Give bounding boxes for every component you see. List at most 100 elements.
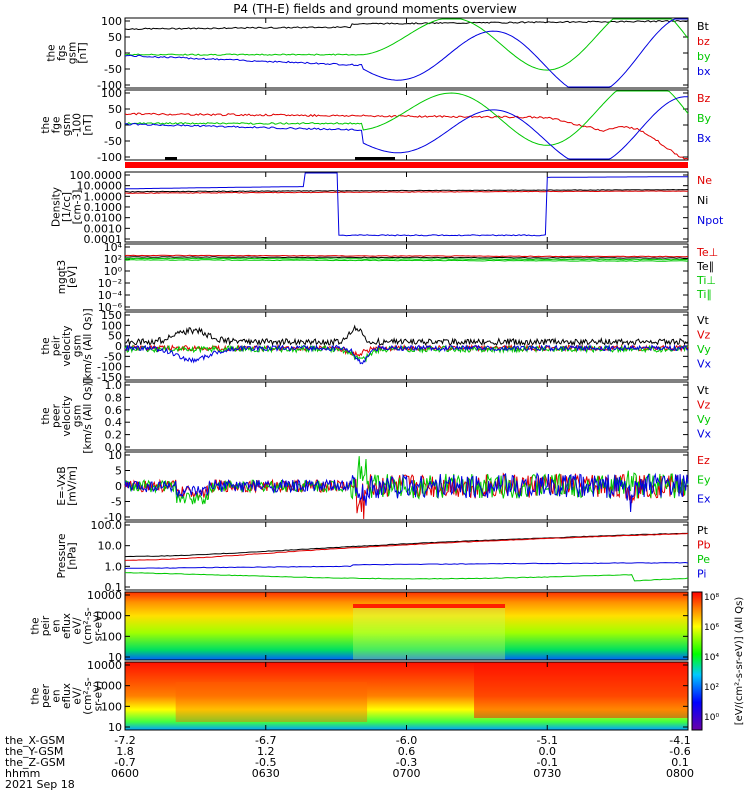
y-tick-label: 10 [108, 651, 122, 664]
spectrogram-region [175, 682, 368, 722]
spectrogram [125, 592, 688, 660]
footer-row-label: hhmm [5, 767, 41, 780]
y-tick-label: -50 [104, 350, 122, 363]
y-axis-label: en [51, 619, 63, 632]
y-tick-label: 100 [101, 87, 122, 100]
footer-value: 0600 [111, 767, 139, 780]
y-tick-label: 10⁻⁶ [98, 301, 123, 314]
y-tick-label: 10000 [87, 589, 122, 602]
legend-entry: By [697, 112, 712, 125]
y-tick-label: 10⁴ [104, 241, 123, 254]
y-axis-label: [mV/m] [66, 466, 78, 505]
footer-value: -0.1 [536, 756, 558, 769]
y-axis-label: the [40, 337, 52, 354]
series-pressure [124, 533, 689, 561]
y-axis-label: E=-VxB [56, 466, 68, 505]
footer-value: -0.5 [255, 756, 277, 769]
panel-frame [124, 521, 689, 591]
y-tick-label: 10000 [87, 659, 122, 672]
y-tick-label: 1000 [94, 680, 122, 693]
spectrogram-band [353, 604, 506, 608]
panel-frame [124, 243, 689, 311]
y-tick-label: 50 [108, 330, 122, 343]
y-tick-label: -50 [104, 63, 122, 76]
panel-frame [124, 381, 689, 451]
legend-entry: Npot [697, 214, 724, 227]
y-tick-label: 100 [101, 700, 122, 713]
series-temperature [124, 254, 689, 258]
series-Vt [124, 324, 689, 347]
y-axis-label: eV/ [72, 687, 84, 705]
footer-row-label: the_Z-GSM [5, 756, 66, 769]
y-tick-label: 100 [101, 319, 122, 332]
y-axis-label: gsm [61, 114, 73, 136]
series-Bz [124, 112, 689, 160]
y-tick-label: -100 [97, 361, 122, 374]
y-axis-label: the [40, 116, 52, 133]
legend-entry: bz [697, 35, 710, 48]
series-temperature [124, 257, 689, 261]
legend-entry: Ex [697, 493, 711, 506]
series-temperature [125, 259, 689, 262]
y-tick-label: 100 [101, 630, 122, 643]
series-Ne [124, 190, 689, 194]
panel-density: 100.000010.00001.00000.10000.01000.00100… [51, 169, 724, 246]
y-tick-label: 50 [108, 31, 122, 44]
series-Vx [124, 343, 688, 365]
y-axis-label: the [45, 44, 57, 61]
y-tick-label: 0.4 [105, 416, 123, 429]
colorbar-tick: 10⁴ [704, 653, 719, 663]
y-axis-label: fgs [56, 45, 68, 61]
chart-title: P4 (TH-E) fields and ground moments over… [233, 2, 517, 16]
y-tick-label: 10⁻⁴ [98, 289, 123, 302]
y-axis-label: peer [40, 683, 52, 708]
footer-value: -0.7 [114, 756, 136, 769]
legend-entry: Ez [697, 454, 710, 467]
legend-entry: Pb [697, 539, 711, 552]
y-axis-label: eflux [61, 683, 73, 709]
y-axis-label: gsm [72, 405, 84, 427]
y-tick-label: 0.2 [105, 429, 123, 442]
y-tick-label: 0.8 [105, 391, 123, 404]
legend-entry: Vy [697, 343, 711, 356]
legend-entry: bx [697, 65, 711, 78]
y-axis-label: eflux [61, 613, 73, 639]
y-tick-label: 0 [115, 47, 122, 60]
footer-value: 0.6 [397, 745, 416, 758]
y-axis-label: [eV] [66, 266, 78, 288]
y-tick-label: 0.0100 [84, 212, 123, 225]
y-tick-label: 1000 [94, 610, 122, 623]
footer-value: 0700 [392, 767, 421, 780]
footer-date: 2021 Sep 18 [5, 778, 75, 791]
colorbar-tick: 10⁶ [704, 623, 719, 633]
status-mark [355, 157, 395, 160]
y-axis-label: [nT] [82, 114, 94, 135]
legend-entry: Pi [697, 568, 706, 581]
series-Npot [124, 172, 688, 237]
y-tick-label: 100 [101, 15, 122, 28]
y-axis-label: eV/ [72, 617, 84, 635]
y-axis-label: the [30, 617, 42, 634]
series-Bt [124, 20, 689, 31]
status-mark [165, 157, 177, 160]
legend-entry: Te⊥ [696, 246, 718, 259]
y-axis-label: sr-eV) [93, 611, 105, 642]
y-tick-label: -5 [111, 496, 122, 509]
y-axis-label: en [51, 689, 63, 702]
footer-value: 0.0 [538, 745, 557, 758]
y-tick-label: 0.0010 [84, 222, 123, 235]
y-tick-label: 0.0001 [84, 233, 123, 246]
y-tick-label: 10⁻² [98, 277, 122, 290]
y-axis-label: [cm-3] [72, 190, 84, 225]
footer-value: -7.2 [114, 734, 136, 747]
y-axis-label: the [40, 407, 52, 424]
panel-peer-velocity: 1.00.80.60.40.20.0 thepeervelocitygsm[km/… [40, 378, 712, 454]
y-tick-label: -10 [104, 511, 122, 524]
y-axis-label: [km/s (All Qs)] [82, 308, 94, 383]
status-bar [125, 162, 688, 168]
y-tick-label: 0.6 [105, 404, 123, 417]
y-axis-label: velocity [61, 325, 73, 366]
